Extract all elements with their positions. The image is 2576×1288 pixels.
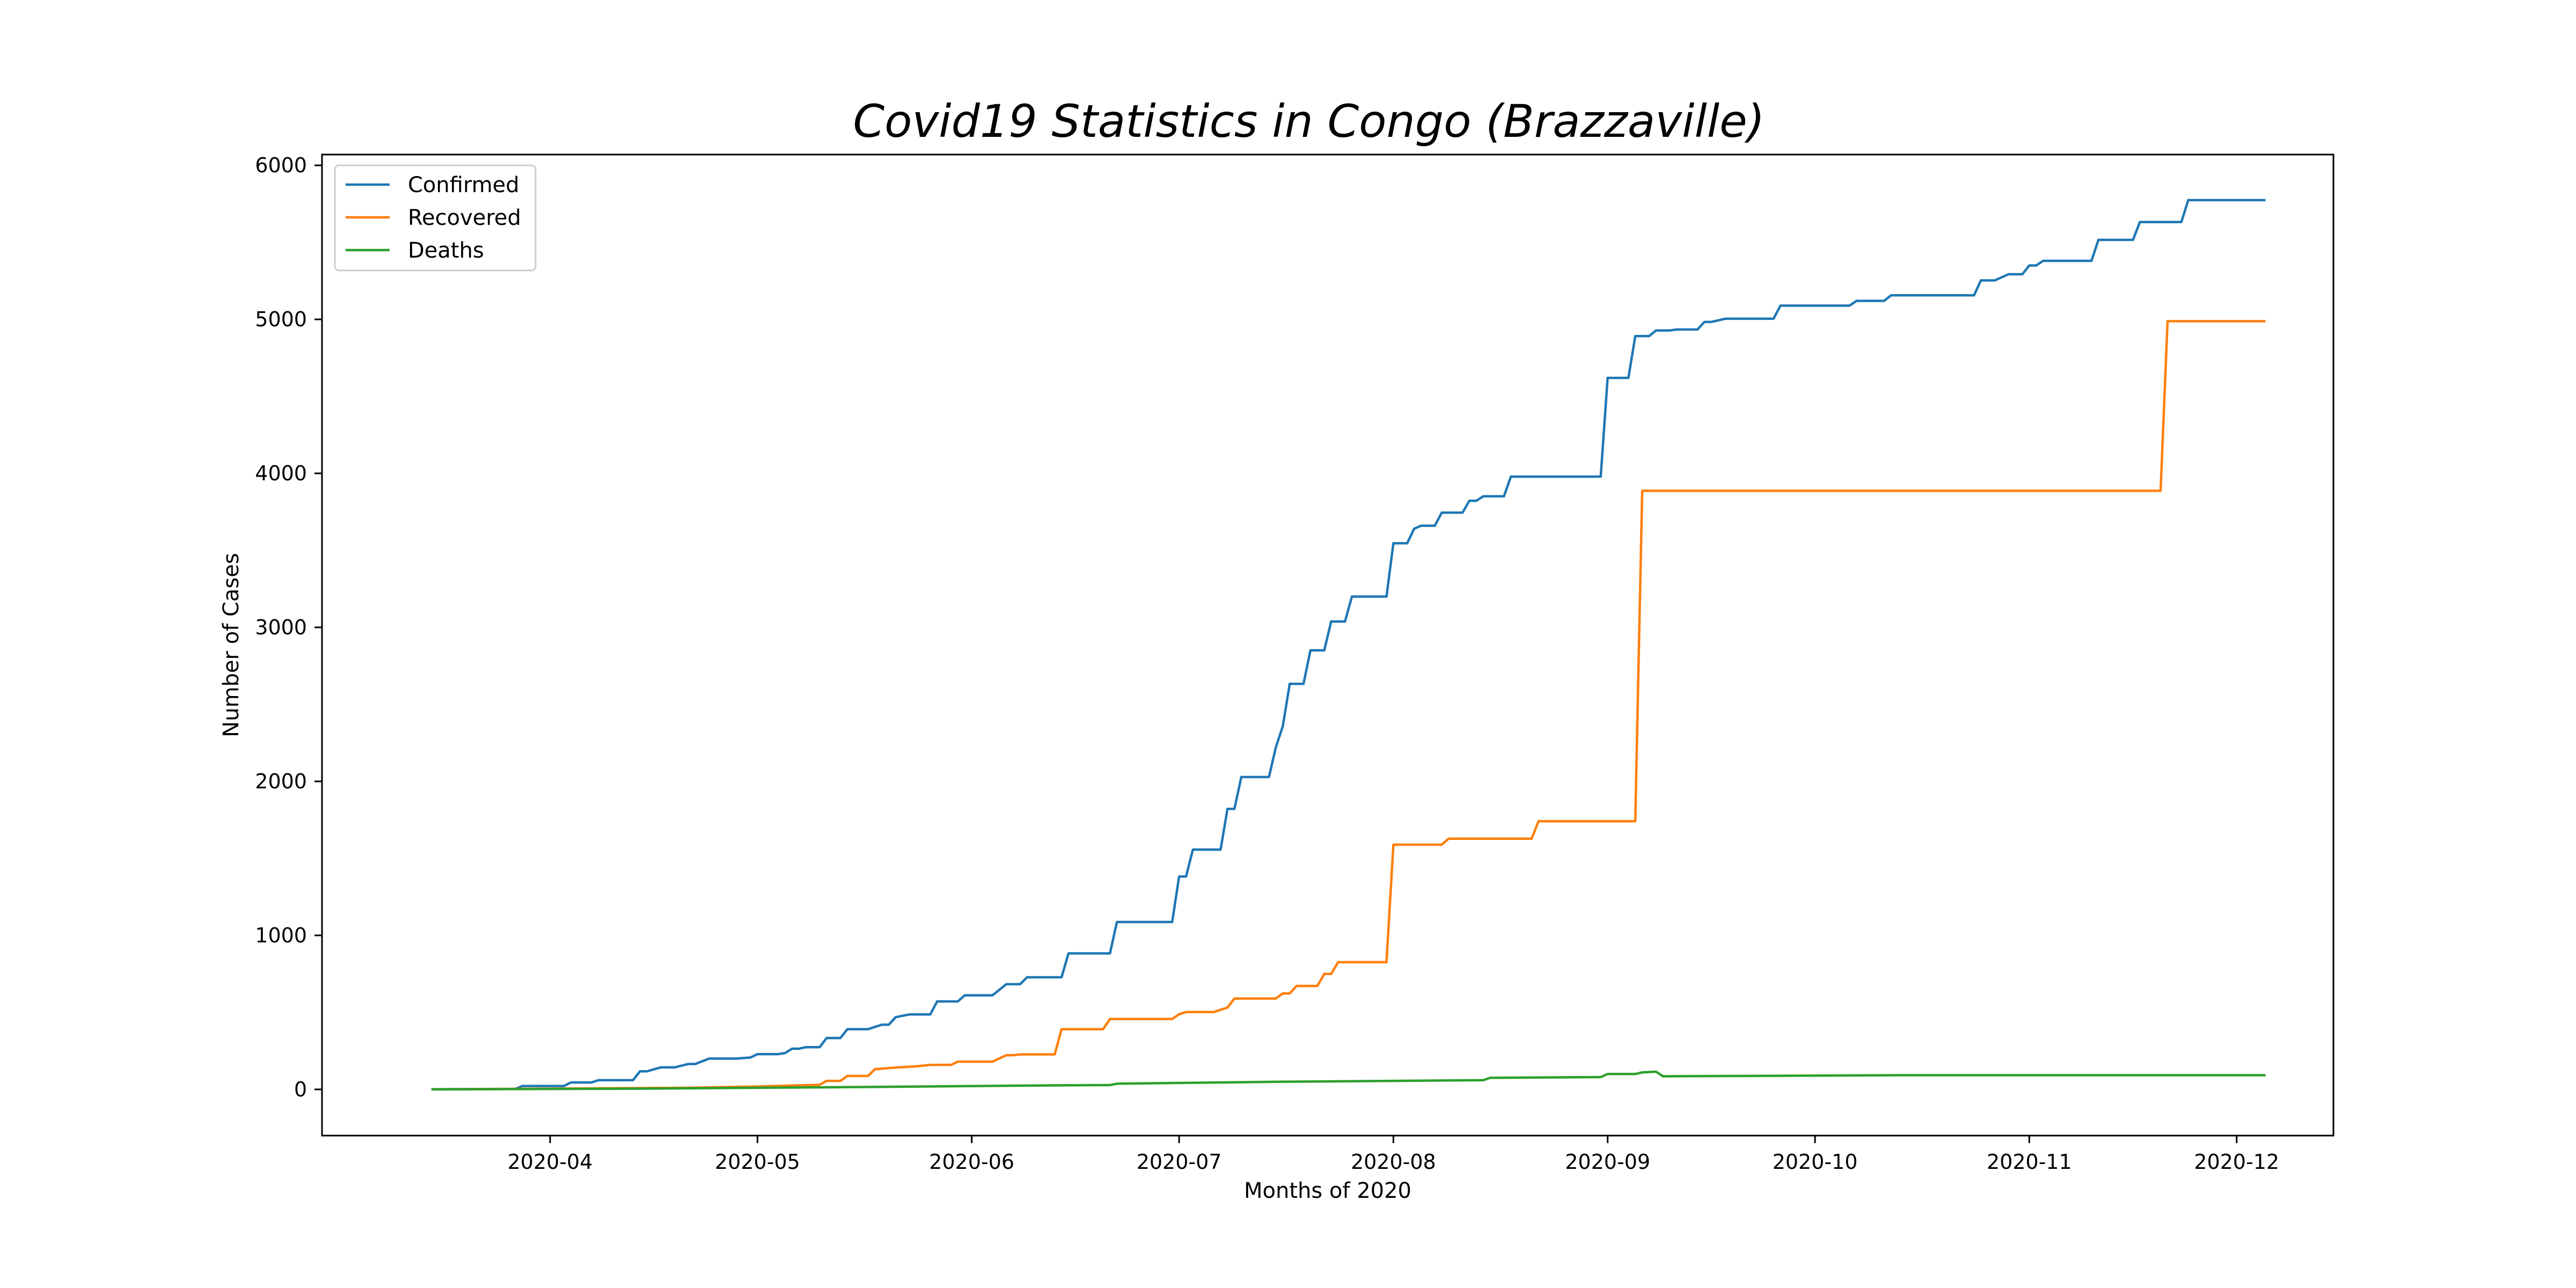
x-tick-label: 2020-08 (1351, 1150, 1436, 1174)
y-tick-label: 6000 (255, 153, 307, 177)
x-tick-label: 2020-05 (715, 1150, 800, 1174)
x-tick-label: 2020-11 (1987, 1150, 2072, 1174)
plot-frame (321, 153, 2334, 1137)
plot-area: 2020-04 2020-05 2020-06 2020-07 2020-08 2020-… (255, 153, 2334, 1174)
series-line-deaths (431, 1070, 2266, 1091)
legend-label-deaths: Deaths (408, 238, 484, 263)
legend-items: Confirmed Recovered Deaths (346, 173, 521, 263)
y-tick-label: 5000 (255, 308, 307, 331)
x-axis: 2020-04 2020-05 2020-06 2020-07 2020-08 2020-… (508, 1136, 2279, 1174)
legend: Confirmed Recovered Deaths (334, 164, 537, 272)
x-tick-label: 2020-10 (1773, 1150, 1858, 1174)
legend-label-confirmed: Confirmed (408, 173, 519, 197)
y-tick-label: 3000 (255, 616, 307, 639)
x-axis-label: Months of 2020 (1244, 1179, 1411, 1203)
x-tick-label: 2020-09 (1565, 1150, 1650, 1174)
series-line-confirmed (431, 199, 2266, 1091)
y-tick-label: 2000 (255, 770, 307, 793)
legend-label-recovered: Recovered (408, 206, 521, 230)
y-axis-label: Number of Cases (219, 553, 244, 737)
series-line-recovered (431, 320, 2266, 1091)
y-tick-label: 0 (294, 1078, 307, 1101)
chart-title: Covid19 Statistics in Congo (Brazzaville… (853, 95, 1765, 148)
y-tick-label: 1000 (255, 924, 307, 947)
series-group (431, 199, 2266, 1091)
x-tick-label: 2020-06 (929, 1150, 1014, 1174)
legend-frame (334, 164, 537, 272)
x-tick-label: 2020-12 (2194, 1150, 2279, 1174)
x-tick-label: 2020-04 (508, 1150, 593, 1174)
y-tick-label: 4000 (255, 462, 307, 485)
y-axis: 0 1000 2000 3000 4000 5000 6000 (255, 153, 322, 1101)
x-tick-label: 2020-07 (1137, 1150, 1222, 1174)
